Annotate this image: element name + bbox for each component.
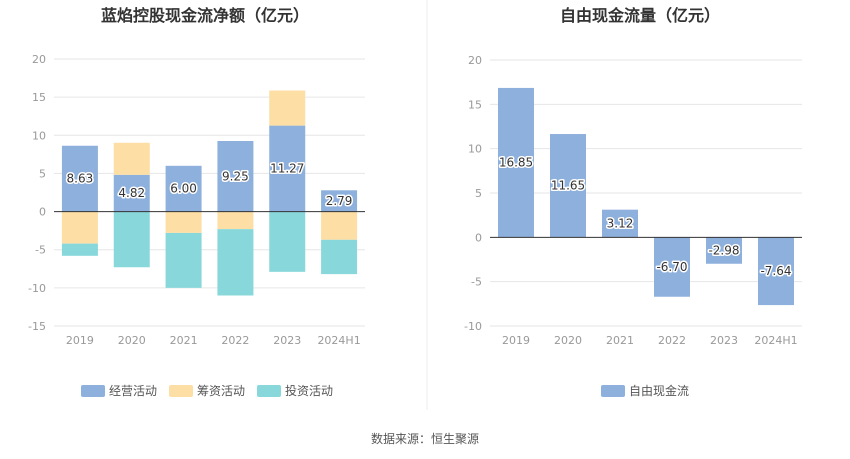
y-tick-label: 5 [39, 167, 46, 180]
legend-swatch [601, 385, 625, 397]
data-label: 6.00 [170, 182, 197, 196]
x-tick-label: 2020 [554, 334, 582, 347]
bar-primary [706, 237, 742, 264]
bar-primary [113, 174, 150, 212]
bar-series-1 [217, 211, 254, 230]
y-tick-label: -15 [28, 320, 46, 333]
data-label: 3.12 [607, 217, 634, 231]
bar-series-1 [61, 211, 98, 244]
x-tick-label: 2021 [606, 334, 634, 347]
x-tick-label: 2023 [710, 334, 738, 347]
bar-series-2 [269, 211, 306, 272]
y-tick-label: 15 [32, 91, 46, 104]
data-label: 9.25 [222, 169, 249, 183]
data-label: 2.79 [326, 194, 353, 208]
y-tick-label: 10 [32, 129, 46, 142]
legend-label: 筹资活动 [197, 384, 245, 398]
y-tick-label: 0 [475, 231, 482, 244]
free-cashflow-chart: 20 15 10 5 0 -5 -10 16.85 11.65 3.12 -6.70 -2.98 -7.… [464, 54, 802, 398]
bar-series-2 [113, 211, 150, 268]
y-tick-label: -5 [35, 244, 46, 257]
bar-primary [498, 87, 534, 238]
x-tick-label: 2019 [66, 334, 94, 347]
y-tick-label: 5 [475, 187, 482, 200]
bar-series-2 [61, 243, 98, 256]
x-tick-label: 2019 [502, 334, 530, 347]
y-tick-label: -5 [471, 276, 482, 289]
bar-primary [758, 237, 794, 306]
bar-series-1 [269, 90, 306, 126]
legend-swatch [81, 385, 105, 397]
right-chart-title: 自由现金流量（亿元） [560, 6, 720, 25]
x-tick-label: 2022 [221, 334, 249, 347]
data-label: 16.85 [499, 156, 533, 170]
data-label: 8.63 [67, 172, 94, 186]
y-tick-label: 0 [39, 206, 46, 219]
x-tick-label: 2022 [658, 334, 686, 347]
y-tick-label: -10 [464, 320, 482, 333]
legend-swatch [169, 385, 193, 397]
bar-primary [61, 145, 98, 212]
bar-primary [550, 134, 586, 238]
x-tick-label: 2023 [273, 334, 301, 347]
bar-primary [321, 190, 358, 212]
y-tick-label: 20 [468, 54, 482, 67]
y-tick-label: 15 [468, 98, 482, 111]
x-tick-label: 2020 [118, 334, 146, 347]
bar-series-1 [113, 142, 150, 175]
bar-series-1 [321, 211, 358, 240]
bar-primary [654, 237, 690, 297]
bar-series-1 [165, 211, 202, 233]
x-tick-label: 2021 [170, 334, 198, 347]
y-tick-label: 20 [32, 53, 46, 66]
legend-label: 投资活动 [285, 383, 333, 398]
bar-series-2 [321, 239, 358, 275]
data-label: 4.82 [118, 186, 145, 200]
data-label: -6.70 [656, 260, 687, 274]
data-source-note: 数据来源：恒生聚源 [371, 431, 479, 446]
x-tick-label: 2024H1 [317, 334, 360, 347]
data-label: -7.64 [760, 264, 791, 278]
legend-swatch [257, 385, 281, 397]
bar-series-2 [165, 232, 202, 288]
bar-series-2 [217, 229, 254, 296]
x-tick-label: 2024H1 [754, 334, 797, 347]
bar-primary [602, 209, 638, 238]
legend-label: 经营活动 [109, 384, 157, 398]
data-label: 11.27 [270, 162, 304, 176]
legend-label: 自由现金流 [629, 383, 689, 398]
y-tick-label: -10 [28, 282, 46, 295]
left-chart-title: 蓝焰控股现金流净额（亿元） [101, 6, 309, 25]
bar-primary [165, 165, 202, 212]
bar-primary [217, 141, 254, 212]
data-label: -2.98 [708, 244, 739, 258]
y-tick-label: 10 [468, 143, 482, 156]
net-cashflow-chart: 20 15 10 5 0 -5 -10 -15 8.63 4.82 6.00 9.25 11.27 2.7… [28, 53, 365, 398]
data-label: 11.65 [551, 179, 585, 193]
bar-primary [269, 125, 306, 212]
